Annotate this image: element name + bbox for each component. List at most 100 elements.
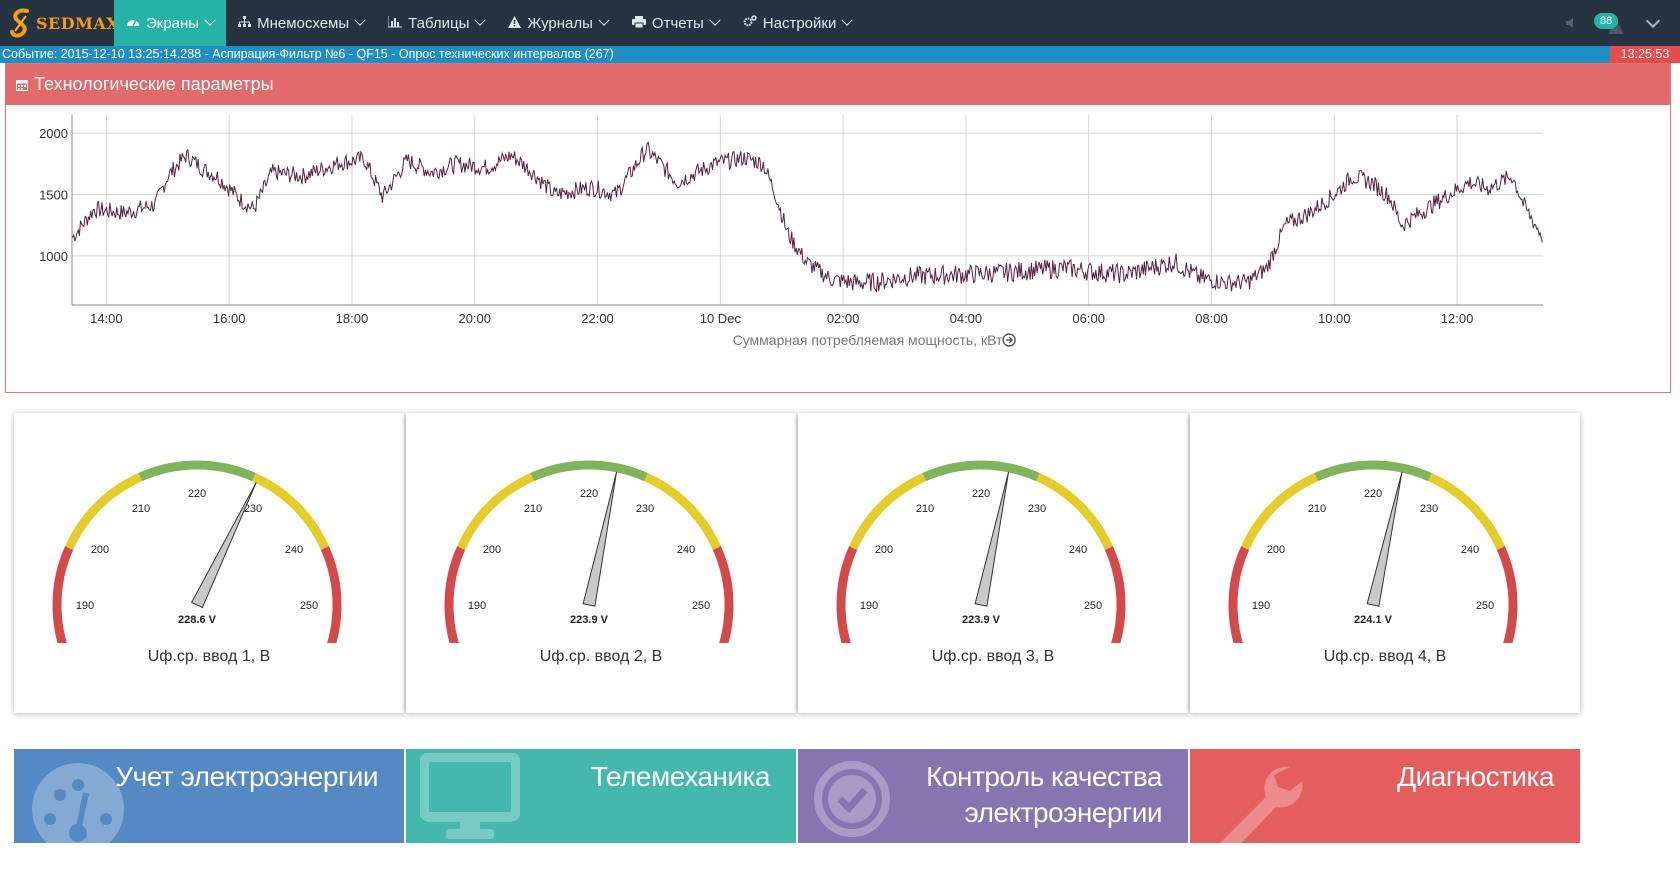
chevron-down-icon	[598, 14, 610, 26]
voltage-gauge: 180190200210220230240250260223.9 V	[836, 460, 1126, 643]
gauge-band	[1104, 546, 1126, 643]
x-tick-label: 20:00	[458, 311, 491, 326]
gauge-band	[252, 472, 330, 550]
tile-2[interactable]: Телемеханика	[406, 749, 796, 843]
tile-title: Контроль качества электроэнергии	[926, 759, 1162, 831]
gauge-label: Uф.ср. ввод 2, В	[539, 648, 663, 665]
gauge-needle	[190, 482, 257, 609]
chevron-down-icon	[709, 14, 721, 26]
nav-item-label: Отчеты	[651, 14, 704, 32]
tech-params-panel: Технологические параметры 14:00 16:00 18:0…	[5, 63, 1671, 393]
gauge-card-2[interactable]: 180190200210220230240250260223.9 V Uф.ср.…	[406, 413, 796, 713]
gauge-band	[1036, 472, 1114, 550]
power-chart[interactable]: 14:00 16:00 18:00 20:00 22:00 10 Dec 02:00 04:0…	[6, 105, 1670, 393]
gauge-tick-label: 230	[636, 503, 654, 515]
gears-icon	[743, 15, 757, 31]
tile-title: Учет электроэнергии	[115, 759, 378, 795]
app-logo[interactable]: SEDMAX	[8, 6, 119, 40]
x-tick-label: 16:00	[213, 311, 246, 326]
chevron-down-icon	[841, 14, 854, 26]
gauge-band	[320, 546, 342, 643]
gauge-value: 228.6 V	[178, 614, 217, 626]
nav-item-1[interactable]: Мнемосхемы	[226, 0, 376, 46]
gauge-band	[1240, 472, 1318, 550]
x-tick-label: 12:00	[1441, 311, 1474, 326]
gauge-band	[444, 546, 466, 643]
y-tick-label: 1000	[39, 249, 68, 264]
gauge-tick-label: 220	[188, 488, 206, 500]
gauge-tick-label: 210	[524, 503, 542, 515]
clock: 13:25:53	[1610, 46, 1680, 63]
gauge-value: 223.9 V	[962, 614, 1001, 626]
x-tick-label: 08:00	[1195, 311, 1228, 326]
voltage-gauge: 180190200210220230240250260224.1 V	[1228, 460, 1518, 643]
arrow-circle-icon[interactable]	[1002, 333, 1016, 347]
gauge-label: Uф.ср. ввод 3, В	[931, 648, 1055, 665]
check-circle-icon	[812, 759, 892, 843]
gauge-tick-label: 220	[972, 488, 990, 500]
gauge-tick-label: 250	[692, 600, 710, 612]
gauge-needle	[1366, 471, 1403, 607]
y-tick-label: 1500	[39, 188, 68, 203]
gauge-card-1[interactable]: 180190200210220230240250260228.6 VUф.ср.…	[14, 413, 404, 713]
gauge-tick-label: 250	[1476, 600, 1494, 612]
dashboard-gauge-icon	[30, 761, 126, 843]
nav-item-label: Экраны	[146, 14, 200, 32]
gauge-tick-label: 190	[468, 600, 486, 612]
gauge-card-3[interactable]: 180190200210220230240250260223.9 V Uф.ср.…	[798, 413, 1188, 713]
gauge-card-4[interactable]: 180190200210220230240250260224.1 VUф.ср.…	[1190, 413, 1580, 713]
gauge-band	[530, 460, 648, 482]
gauge-tick-label: 240	[285, 544, 303, 556]
tile-1[interactable]: Учет электроэнергии	[14, 749, 404, 843]
sedmax-logo-icon	[10, 8, 29, 38]
gauge-tick-label: 220	[1364, 488, 1382, 500]
x-tick-label: 18:00	[336, 311, 369, 326]
x-tick-label: 02:00	[827, 311, 860, 326]
bar-chart-icon	[387, 15, 403, 31]
tile-title-line: Диагностика	[1397, 761, 1554, 792]
monitor-icon	[419, 752, 521, 843]
print-icon	[631, 15, 646, 31]
gauge-tick-label: 190	[1252, 600, 1270, 612]
panel-title: Технологические параметры	[34, 74, 274, 94]
gauge-band	[1496, 546, 1518, 643]
gauge-band	[712, 546, 734, 643]
nav-item-4[interactable]: Отчеты	[620, 0, 731, 46]
gauge-tick-label: 190	[860, 600, 878, 612]
notifications-badge: 88	[1594, 13, 1619, 29]
nav-item-label: Мнемосхемы	[257, 14, 350, 32]
gauge-label: Uф.ср. ввод 4, В	[1323, 648, 1447, 665]
voltage-gauge: 180190200210220230240250260223.9 V	[444, 460, 734, 643]
gauge-tick-label: 200	[1267, 544, 1285, 556]
notifications-button[interactable]: 88	[1588, 8, 1628, 38]
tile-4[interactable]: Диагностика	[1190, 749, 1580, 843]
gauge-band	[456, 472, 534, 550]
gauge-tick-label: 190	[76, 600, 94, 612]
gauge-band	[644, 472, 722, 550]
x-tick-label: 14:00	[90, 311, 123, 326]
x-tick-label: 10:00	[1318, 311, 1351, 326]
gauge-tick-label: 200	[91, 544, 109, 556]
nav-item-label: Настройки	[762, 14, 837, 32]
nav-item-5[interactable]: Настройки	[731, 0, 864, 46]
gauge-band	[138, 460, 256, 482]
gauge-band	[848, 472, 926, 550]
x-tick-label: 10 Dec	[700, 311, 742, 326]
event-bar: Событие: 2015-12-10 13:25:14.288 - Аспир…	[0, 46, 1680, 63]
voltage-gauge: 180190200210220230240250260228.6 V	[52, 460, 342, 643]
main-menu: Экраны Мнемосхемы Таблицы Журналы Отчеты Наст…	[114, 0, 863, 46]
gauge-tick-label: 210	[132, 503, 150, 515]
tile-3[interactable]: Контроль качества электроэнергии	[798, 749, 1188, 843]
nav-item-3[interactable]: Журналы	[496, 0, 620, 46]
nav-item-0[interactable]: Экраны	[114, 0, 227, 46]
wrench-icon	[1206, 759, 1306, 843]
power-chart-svg: 14:00 16:00 18:00 20:00 22:00 10 Dec 02:00 04:0…	[39, 115, 1543, 348]
chevron-down-icon[interactable]	[1645, 13, 1661, 29]
nav-item-2[interactable]: Таблицы	[376, 0, 496, 46]
speaker-icon[interactable]	[1564, 16, 1578, 30]
panel-header: Технологические параметры	[6, 64, 1670, 105]
logo-text: SEDMAX	[36, 13, 120, 33]
event-text[interactable]: Событие: 2015-12-10 13:25:14.288 - Аспир…	[2, 47, 614, 61]
power-series-line	[72, 141, 1543, 294]
gauge-band	[922, 460, 1040, 482]
